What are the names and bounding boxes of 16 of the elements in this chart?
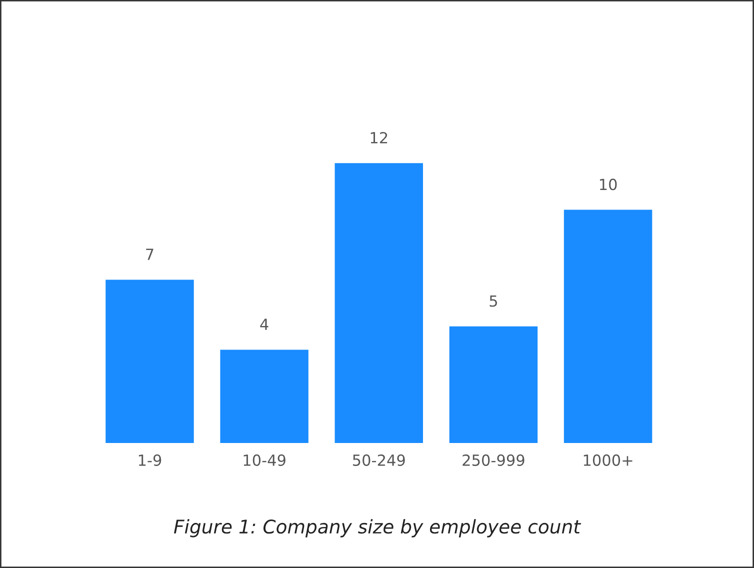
bar — [106, 280, 194, 444]
bar — [220, 350, 308, 444]
data-label: 7 — [146, 248, 154, 260]
x-tick-label: 10-49 — [244, 454, 286, 466]
caption: Figure 1: Company size by employee count — [174, 519, 582, 538]
bar — [564, 210, 652, 444]
data-label: 5 — [490, 295, 497, 307]
bar — [449, 326, 538, 444]
x-tick-label: 250-999 — [462, 454, 524, 466]
bar — [334, 163, 423, 444]
data-label: 4 — [260, 318, 268, 330]
data-label: 10 — [600, 178, 617, 190]
x-tick-label: 1-9 — [138, 454, 162, 466]
x-tick-label: 50-249 — [353, 454, 405, 466]
data-label: 12 — [370, 132, 388, 144]
x-tick-label: 1000+ — [584, 454, 632, 466]
